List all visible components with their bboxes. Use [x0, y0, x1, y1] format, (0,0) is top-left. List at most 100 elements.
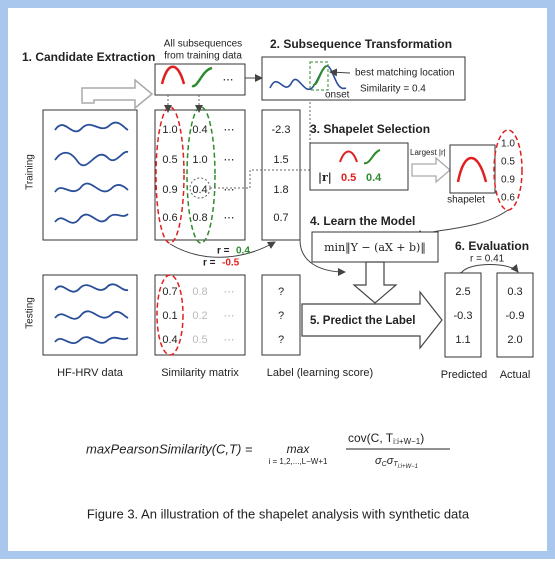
label-cell: 1.5	[273, 154, 288, 166]
caption: Figure 3. An illustration of the shapele…	[87, 506, 470, 521]
match-box	[309, 61, 329, 91]
matrix-cell: 0.8	[192, 212, 207, 224]
matrix-cell: 0.4	[162, 334, 177, 346]
caption-line: All subsequences	[164, 39, 242, 50]
shapelet-value: 1.0	[501, 139, 515, 150]
formula-den: σCσTi:i+W−1	[375, 455, 418, 470]
actual-value: 0.3	[507, 286, 522, 298]
bottom-label: Label (learning score)	[267, 367, 373, 379]
shapelet-value: 0.5	[501, 157, 515, 168]
r-value: 0.4	[366, 172, 382, 184]
train-curves	[54, 121, 129, 224]
green-ellipse	[186, 106, 216, 244]
bottom-label: HF-HRV data	[57, 367, 124, 379]
actual-box	[496, 272, 534, 358]
arrow	[299, 239, 346, 276]
down-arrow	[352, 261, 398, 304]
matrix-box	[154, 109, 246, 241]
matrix-cell: 0.4	[192, 184, 207, 196]
annotation: onset	[325, 90, 350, 101]
bottom-label: Actual	[500, 369, 531, 381]
red-subseq	[339, 150, 358, 163]
row-label: Training	[25, 154, 36, 190]
bottom-label: Predicted	[441, 369, 487, 381]
ellipsis: ⋯	[224, 286, 235, 298]
t: cov(C, T	[348, 431, 394, 445]
shapelet-box	[449, 144, 496, 194]
formula-num: cov(C, Ti:i+W−1)	[348, 431, 424, 446]
ellipsis: ⋯	[224, 154, 235, 166]
matrix-cell: 0.1	[162, 310, 177, 322]
matrix-cell: 0.4	[192, 124, 207, 136]
annotation: Largest |r|	[410, 148, 446, 157]
ellipsis: ⋯	[224, 310, 235, 322]
t: )	[420, 431, 424, 445]
r-value: 0.4	[236, 246, 250, 257]
step-title: 4. Learn the Model	[310, 214, 415, 228]
actual-value: 2.0	[507, 334, 522, 346]
ellipsis: ⋯	[224, 184, 235, 196]
arrow	[454, 264, 519, 280]
green-subseq	[191, 66, 213, 88]
shapelet-curve	[456, 157, 488, 183]
model-box	[311, 231, 439, 263]
label-cell: ?	[278, 334, 284, 346]
ellipsis: ⋯	[223, 74, 234, 86]
extract-arrow	[81, 78, 154, 110]
formula-range: i = 1,2,...,L−W+1	[269, 457, 328, 466]
matrix-cell: 0.2	[192, 310, 207, 322]
matrix-cell: 1.0	[162, 124, 177, 136]
r-value: 0.5	[341, 172, 356, 184]
matrix-cell: 0.5	[162, 154, 177, 166]
actual-value: -0.9	[506, 310, 525, 322]
label-cell: ?	[278, 310, 284, 322]
step-title: 5. Predict the Label	[310, 315, 415, 327]
matrix-cell: 0.6	[162, 212, 177, 224]
matrix-box	[154, 274, 246, 356]
matrix-cell: 0.5	[192, 334, 207, 346]
caption-line: from training data	[164, 51, 242, 62]
predicted-value: 1.1	[455, 334, 470, 346]
annotation: Similarity = 0.4	[360, 84, 426, 95]
label-cell: ?	[278, 286, 284, 298]
t: σ	[375, 455, 382, 467]
arrow	[329, 68, 351, 77]
shapelet-value: 0.6	[501, 193, 515, 204]
predicted-value: 2.5	[455, 286, 470, 298]
matrix-cell: 0.8	[192, 286, 207, 298]
green-subseq	[363, 149, 381, 165]
ellipsis: ⋯	[224, 334, 235, 346]
t: i:i+W−1	[393, 437, 421, 446]
test-curves	[54, 283, 129, 345]
formula-max: max	[287, 442, 311, 456]
selection-box	[309, 142, 409, 191]
step-title: 2. Subsequence Transformation	[270, 37, 452, 51]
arrow	[169, 241, 276, 258]
predicted-value: -0.3	[454, 310, 473, 322]
r-label: |r|	[318, 171, 332, 184]
ellipsis: ⋯	[224, 212, 235, 224]
label-box	[261, 109, 301, 241]
formula-lhs: maxPearsonSimilarity(C,T) =	[86, 441, 253, 456]
annotation: r = 0.41	[470, 254, 505, 265]
matrix-cell: 0.9	[162, 184, 177, 196]
r-prefix: r =	[203, 258, 216, 269]
transform-box	[261, 56, 466, 101]
ellipsis: ⋯	[224, 124, 235, 136]
green-subseq	[312, 65, 327, 86]
predict-arrow	[301, 290, 443, 350]
red-ellipse	[156, 274, 184, 356]
select-arrow	[411, 156, 451, 184]
matrix-cell: 1.0	[192, 154, 207, 166]
label-cell: 0.7	[273, 212, 288, 224]
red-subseq	[160, 65, 186, 85]
r-prefix: r =	[217, 246, 230, 257]
r-value: -0.5	[222, 258, 240, 269]
t: T	[393, 461, 398, 468]
matrix-cell: 0.7	[162, 286, 177, 298]
t: σ	[387, 455, 394, 467]
annotation: best matching location	[355, 68, 455, 79]
red-ellipse	[155, 106, 185, 244]
shapelet-value: 0.9	[501, 175, 515, 186]
